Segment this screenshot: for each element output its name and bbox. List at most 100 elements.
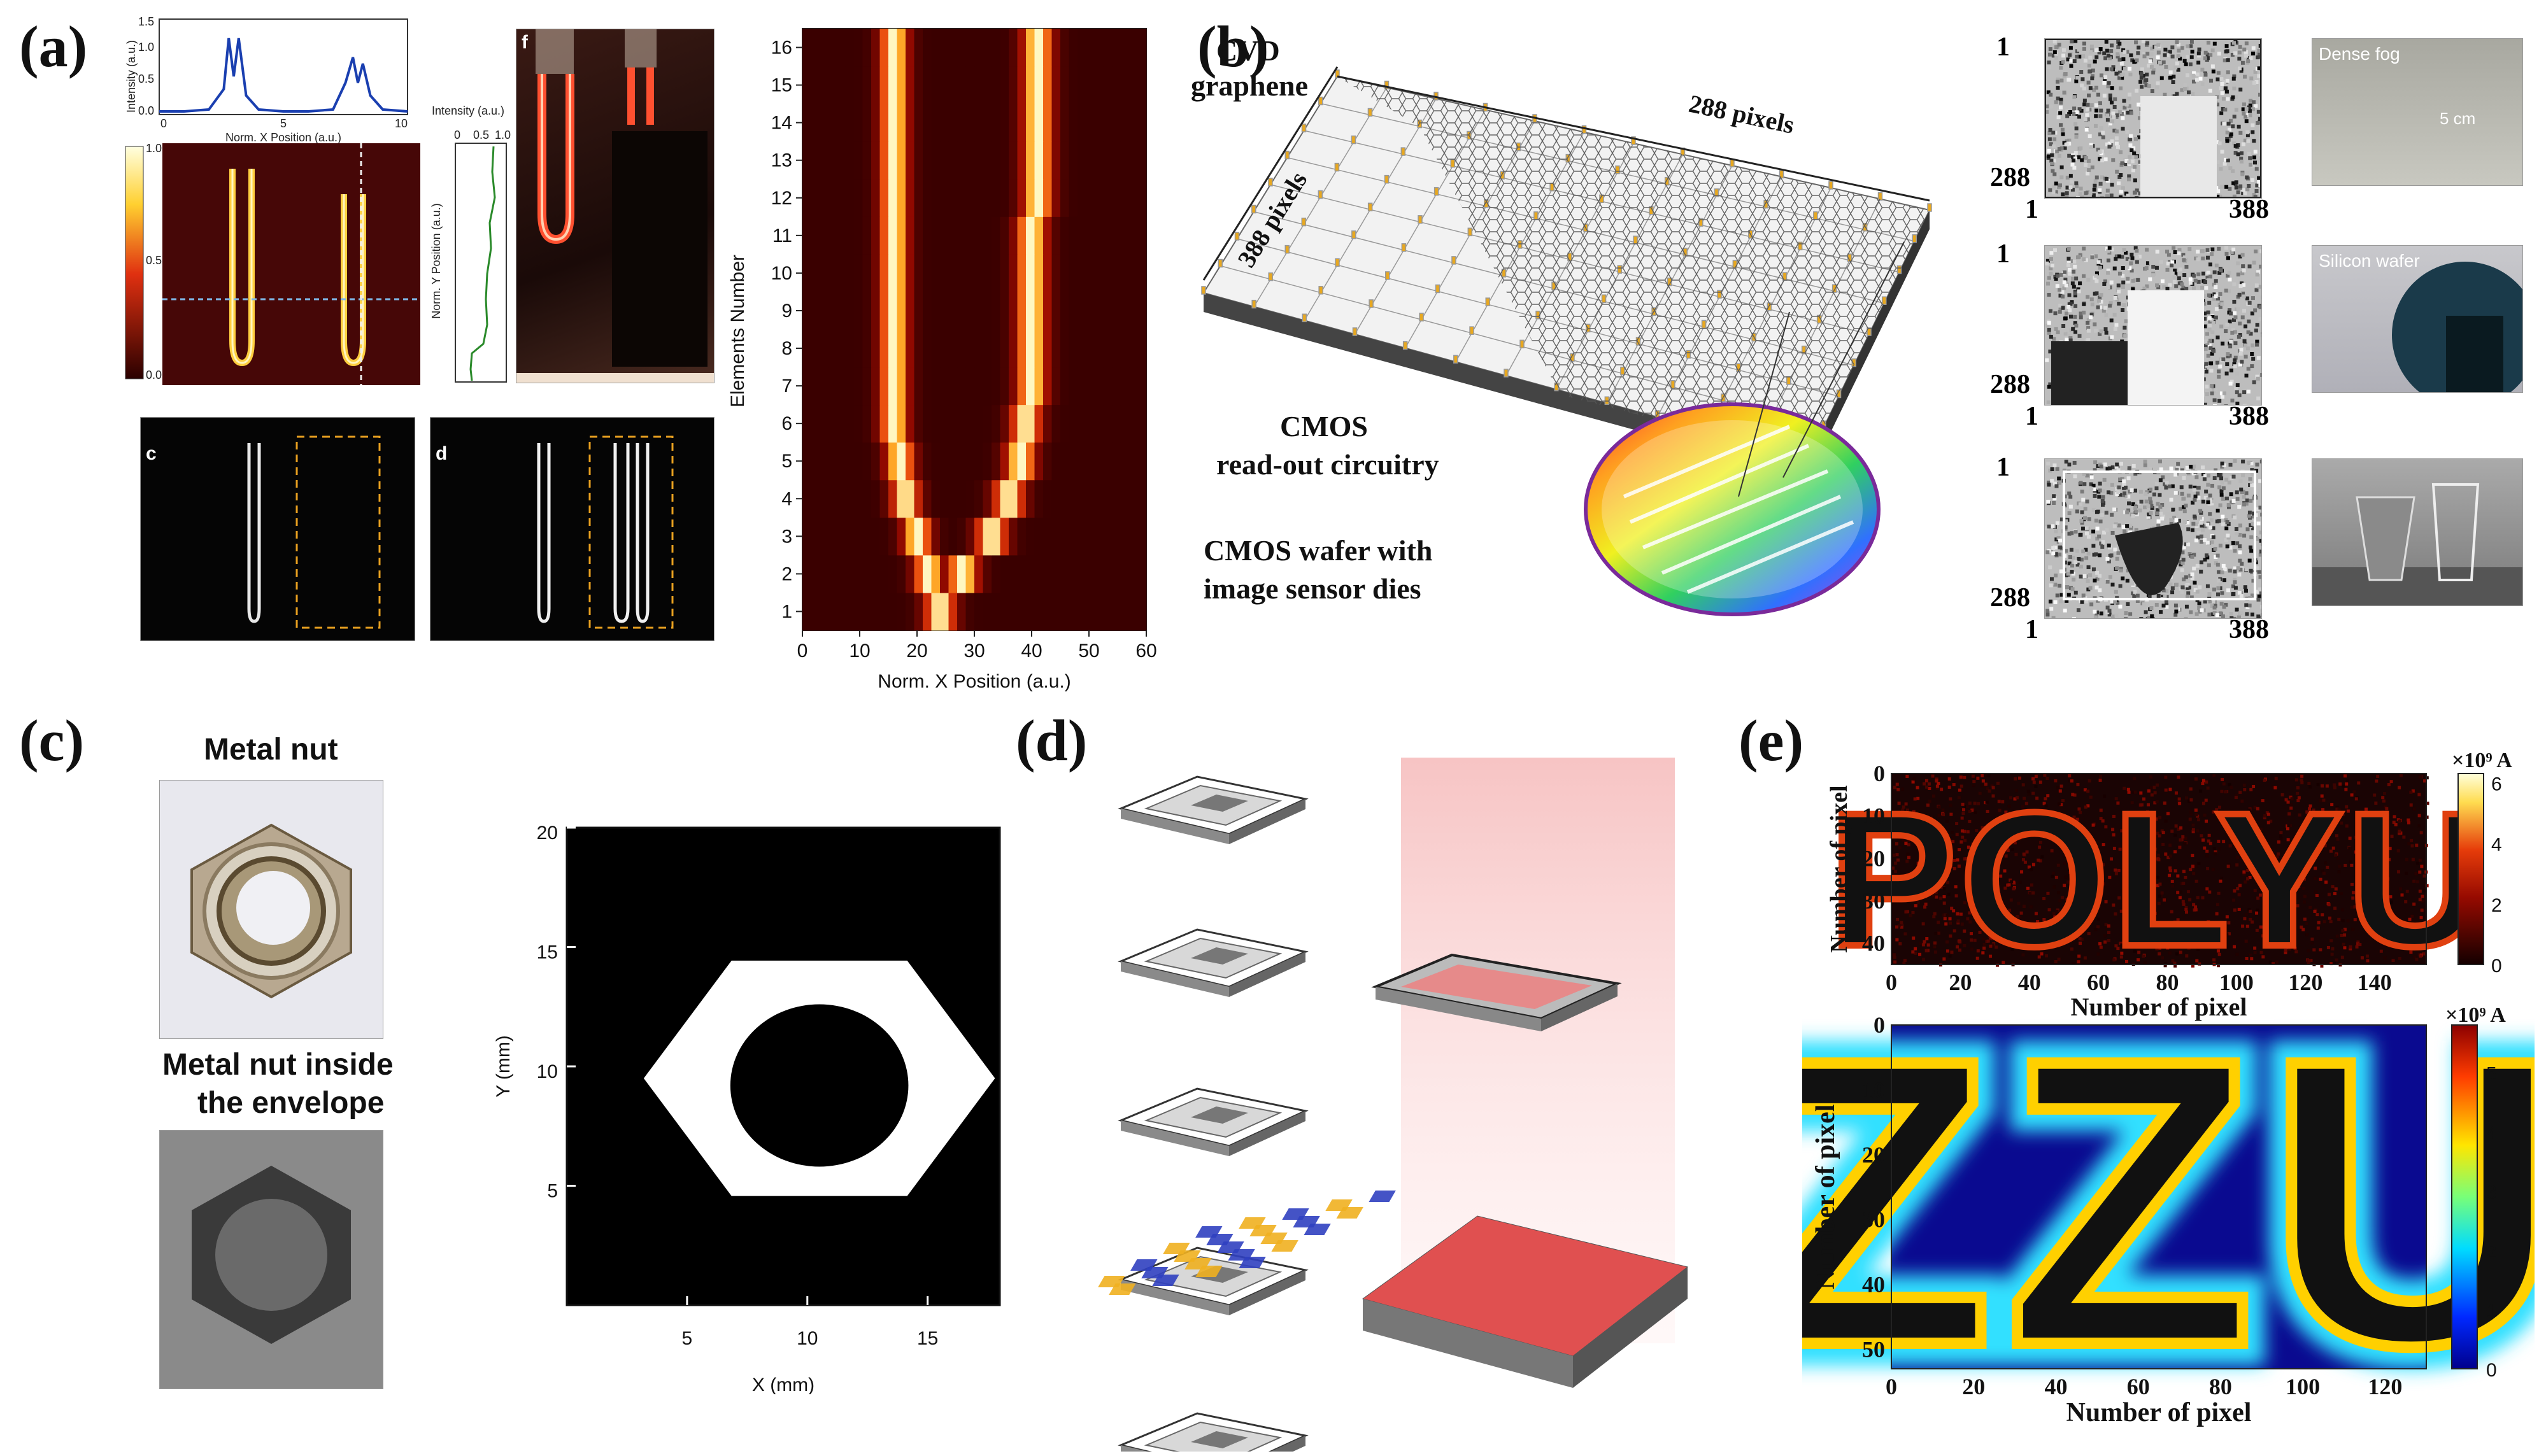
- heatmap-cell: [1043, 254, 1052, 292]
- heatmap-cell: [1009, 442, 1018, 481]
- heatmap-cell: [854, 592, 863, 631]
- y-tick-label: 6: [781, 413, 792, 434]
- a-thermal-image: [162, 143, 420, 385]
- b-photo-caption: Dense fog: [2319, 44, 2400, 64]
- a-cbar-tick: 0.0: [146, 369, 162, 381]
- b-row-ymax: 288: [1990, 163, 2030, 192]
- x-tick-label: 5: [682, 1328, 693, 1349]
- heatmap-cell: [1137, 555, 1147, 593]
- heatmap-cell: [965, 517, 975, 556]
- x-tick-label: 80: [2156, 970, 2179, 995]
- heatmap-cell: [862, 329, 872, 368]
- cbar-tick: 1: [2486, 1301, 2497, 1322]
- heatmap-cell: [1129, 66, 1138, 104]
- heatmap-cell: [1112, 29, 1121, 67]
- heatmap-cell: [1026, 29, 1035, 67]
- heatmap-cell: [1129, 104, 1138, 142]
- heatmap-cell: [802, 592, 811, 631]
- heatmap-cell: [1103, 329, 1113, 368]
- contact-pad: [1418, 215, 1423, 224]
- a-side-profile: Intensity (a.u.) 0 0.5 1.0 Norm. Y Posit…: [430, 104, 511, 383]
- b-row-ymin: 1: [1996, 32, 2010, 62]
- heatmap-cell: [1000, 479, 1009, 518]
- x-tick-label: 40: [2018, 970, 2041, 995]
- x-tick-label: 20: [1962, 1374, 1985, 1399]
- heatmap-cell: [1034, 216, 1044, 255]
- heatmap-cell: [1009, 104, 1018, 142]
- heatmap-cell: [914, 292, 923, 330]
- heatmap-cell: [957, 479, 966, 518]
- heatmap-cell: [1000, 29, 1009, 67]
- contact-pad: [1504, 369, 1509, 378]
- heatmap-cell: [1137, 254, 1147, 292]
- heatmap-cell: [837, 254, 846, 292]
- heatmap-cell: [802, 216, 811, 255]
- nut-hole: [730, 1004, 909, 1167]
- heatmap-cell: [1077, 329, 1086, 368]
- heatmap-cell: [957, 179, 966, 217]
- heatmap-cell: [906, 329, 914, 368]
- heatmap-cell: [845, 254, 855, 292]
- heatmap-cell: [1112, 292, 1121, 330]
- heatmap-cell: [820, 555, 829, 593]
- heatmap-cell: [1043, 479, 1052, 518]
- heatmap-cell: [1120, 555, 1130, 593]
- cbar-tick: 2: [2486, 1241, 2497, 1262]
- heatmap-cell: [1077, 442, 1086, 481]
- heatmap-cell: [1103, 479, 1113, 518]
- heatmap-cell: [1009, 179, 1018, 217]
- heatmap-cell: [820, 292, 829, 330]
- heatmap-cell: [1009, 216, 1018, 255]
- heatmap-cell: [888, 404, 897, 443]
- contact-pad: [1927, 203, 1932, 212]
- heatmap-cell: [1000, 367, 1009, 406]
- heatmap-cell: [1000, 592, 1009, 631]
- heatmap-cell: [948, 367, 958, 406]
- heatmap-cell: [1077, 179, 1086, 217]
- heatmap-cell: [948, 329, 958, 368]
- a-side-xtick: 0.5: [473, 129, 489, 141]
- contact-pad: [1318, 96, 1323, 106]
- heatmap-cell: [897, 254, 906, 292]
- heatmap-cell: [1034, 29, 1044, 67]
- heatmap-cell: [992, 479, 1000, 518]
- heatmap-cell: [1043, 329, 1052, 368]
- contact-pad: [1351, 230, 1356, 239]
- y-tick-label: 16: [771, 38, 792, 59]
- heatmap-cell: [940, 141, 949, 180]
- heatmap-cell: [1043, 141, 1052, 180]
- polyu-word: POLYU: [1829, 772, 2489, 986]
- cbar-tick: 2: [2491, 895, 2502, 916]
- heatmap-cell: [957, 66, 966, 104]
- heatmap-cell: [1000, 66, 1009, 104]
- heatmap-cell: [965, 442, 975, 481]
- heatmap-cell: [906, 254, 914, 292]
- heatmap-cell: [1086, 442, 1095, 481]
- heatmap-cell: [1026, 517, 1035, 556]
- e-polyu-plot: POLYU 0 2 4 6×10⁹ A 0 20 40 60 80 100 120 140 0 10 20 30…: [1826, 749, 2512, 1021]
- heatmap-cell: [906, 104, 914, 142]
- heatmap-cell: [845, 216, 855, 255]
- heatmap-cell: [1051, 216, 1061, 255]
- heatmap-cell: [940, 404, 949, 443]
- heatmap-cell: [1077, 104, 1086, 142]
- heatmap-cell: [1112, 254, 1121, 292]
- b-scene-photo: Dense fog 5 cm: [2312, 38, 2523, 186]
- heatmap-cell: [1077, 479, 1086, 518]
- heatmap-cell: [854, 66, 863, 104]
- heatmap-cell: [1017, 555, 1027, 593]
- b-288-label: 288 pixels: [1686, 89, 1796, 139]
- heatmap-cell: [897, 404, 906, 443]
- c-title-top: Metal nut: [204, 733, 338, 767]
- heatmap-cell: [1095, 517, 1104, 556]
- heatmap-cell: [1112, 517, 1121, 556]
- heatmap-cell: [802, 442, 811, 481]
- heatmap-cell: [957, 517, 966, 556]
- heatmap-cell: [897, 29, 906, 67]
- heatmap-cell: [1137, 367, 1147, 406]
- heatmap-cell: [1017, 141, 1027, 180]
- heatmap-cell: [957, 141, 966, 180]
- heatmap-cell: [879, 179, 889, 217]
- heatmap-cell: [974, 592, 983, 631]
